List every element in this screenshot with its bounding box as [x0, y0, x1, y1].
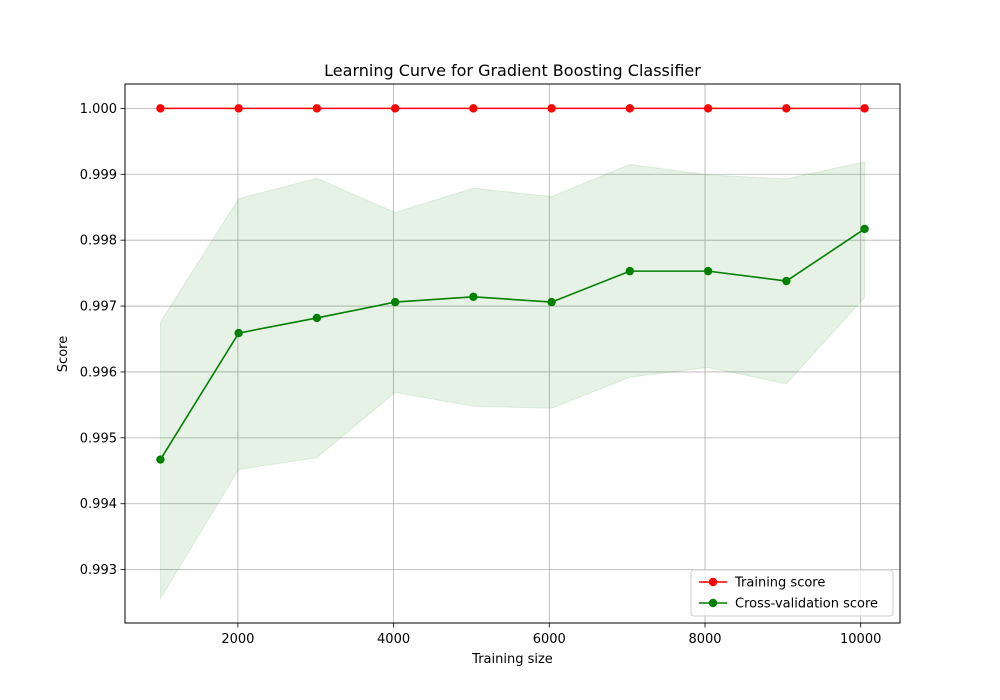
x-axis-label: Training size: [471, 652, 553, 667]
y-tick-label: 0.996: [80, 365, 117, 380]
x-tick-label: 8000: [688, 632, 721, 647]
x-tick-label: 2000: [221, 632, 254, 647]
legend-training-score-marker: [708, 577, 718, 587]
cross-validation-score-point: [703, 266, 713, 276]
y-tick-label: 0.994: [80, 497, 117, 512]
grid-lines: [125, 84, 900, 623]
series-markers: [156, 104, 869, 464]
y-tick-label: 0.999: [80, 168, 117, 183]
legend-cross-validation-score-label: Cross-validation score: [735, 597, 878, 612]
plot-frame: [124, 83, 901, 624]
cross-validation-score-point: [469, 292, 478, 302]
cross-validation-score-point: [625, 266, 635, 276]
cross-validation-score-point: [860, 224, 869, 234]
cross-validation-score-point: [234, 328, 243, 338]
cross-validation-score-point: [782, 276, 791, 286]
training-score-point: [234, 104, 243, 113]
legend-cross-validation-score-marker: [708, 598, 718, 608]
legend: Training score Cross-validation score: [690, 569, 894, 617]
y-tick-label: 0.995: [80, 431, 117, 446]
x-tick-label: 6000: [533, 632, 566, 647]
series-lines: [159, 107, 866, 461]
cross-validation-score-point: [547, 297, 556, 307]
legend-training-score-label: Training score: [734, 576, 825, 591]
training-score-point: [860, 104, 869, 113]
axes: 2000 4000 6000 8000 10000 0.993 0.994 0.995 0.99…: [80, 83, 901, 647]
cross-validation-score-line: [159, 228, 866, 461]
training-score-point: [156, 104, 165, 113]
x-tick-label: 10000: [840, 632, 881, 647]
training-score-point: [469, 104, 478, 113]
cross-validation-score-point: [390, 297, 400, 307]
training-score-point: [547, 104, 556, 113]
training-score-point: [782, 104, 791, 113]
training-score-point: [390, 104, 400, 113]
x-tick-label: 4000: [377, 632, 410, 647]
chart-title: Learning Curve for Gradient Boosting Cla…: [324, 61, 701, 80]
y-tick-label: 1.000: [80, 102, 117, 117]
y-axis-label: Score: [56, 336, 71, 372]
y-tick-label: 0.997: [80, 300, 117, 315]
y-tick-label: 0.993: [80, 563, 117, 578]
cross-validation-score-point: [312, 313, 322, 323]
legend-box: [690, 569, 894, 617]
y-tick-label: 0.998: [80, 234, 117, 249]
training-score-point: [312, 104, 322, 113]
training-score-point: [625, 104, 635, 113]
cross-validation-score-point: [156, 455, 165, 464]
training-score-point: [703, 104, 713, 113]
